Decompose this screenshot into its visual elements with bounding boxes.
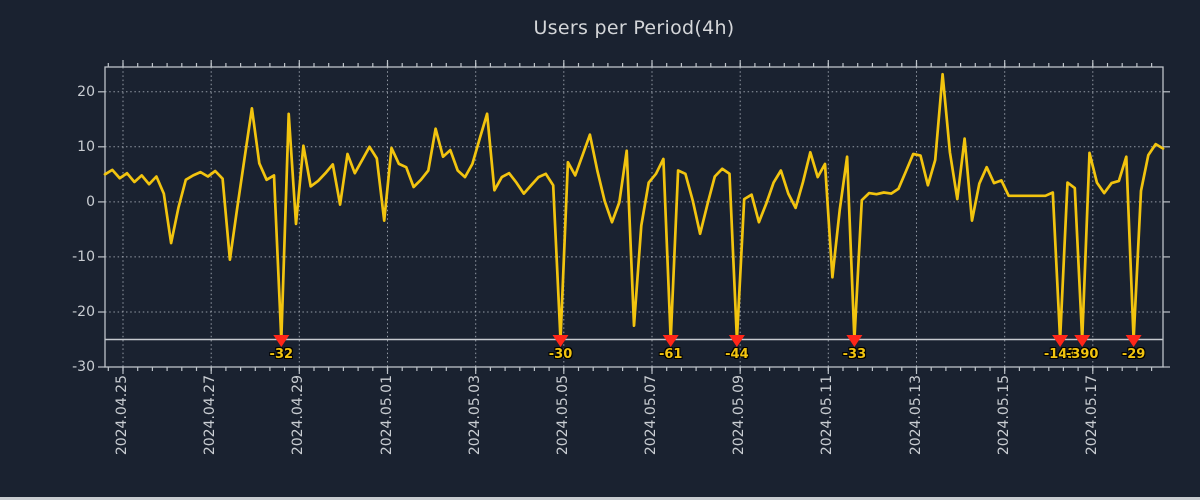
dip-marker-icon bbox=[846, 335, 863, 347]
chart-title: Users per Period(4h) bbox=[533, 17, 735, 39]
y-tick-label: 10 bbox=[77, 138, 95, 155]
dip-marker-label: -390 bbox=[1065, 346, 1099, 362]
dip-marker-label: -32 bbox=[269, 346, 294, 362]
x-tick-label: 2024.05.09 bbox=[731, 375, 748, 456]
dip-marker-icon bbox=[552, 335, 569, 347]
dip-marker-icon bbox=[273, 335, 290, 347]
x-tick-label: 2024.05.05 bbox=[554, 375, 571, 456]
x-tick-label: 2024.04.29 bbox=[290, 375, 307, 456]
dip-marker-label: -29 bbox=[1121, 346, 1146, 362]
dip-marker-label: -33 bbox=[842, 346, 867, 362]
dip-marker-label: -61 bbox=[658, 346, 683, 362]
window-bottom-strip bbox=[0, 497, 1200, 500]
dip-marker-icon bbox=[1125, 335, 1142, 347]
dip-marker-icon bbox=[1052, 335, 1069, 347]
x-tick-label: 2024.05.03 bbox=[466, 375, 483, 456]
y-tick-label: -10 bbox=[72, 248, 95, 265]
x-tick-label: 2024.05.11 bbox=[819, 375, 836, 456]
axis-spine bbox=[104, 66, 1164, 368]
dip-marker-label: -143 bbox=[1043, 346, 1077, 362]
x-tick-label: 2024.04.25 bbox=[114, 375, 130, 456]
x-tick-label: 2024.05.13 bbox=[907, 375, 924, 456]
dip-marker-label: -30 bbox=[548, 346, 573, 362]
y-tick-label: 0 bbox=[86, 193, 95, 210]
x-tick-label: 2024.04.27 bbox=[202, 375, 219, 456]
dip-marker-label: -44 bbox=[725, 346, 749, 362]
x-tick-label: 2024.05.01 bbox=[378, 375, 395, 456]
dip-marker-icon bbox=[662, 335, 679, 347]
y-tick-label: -30 bbox=[72, 359, 95, 375]
dip-marker-icon bbox=[728, 335, 745, 347]
x-tick-label: 2024.05.07 bbox=[643, 375, 659, 456]
x-tick-label: 2024.05.17 bbox=[1083, 375, 1100, 456]
dip-marker-icon bbox=[1074, 335, 1091, 347]
y-tick-label: 20 bbox=[77, 83, 95, 100]
y-tick-label: -20 bbox=[72, 304, 95, 320]
x-tick-label: 2024.05.15 bbox=[995, 375, 1012, 456]
